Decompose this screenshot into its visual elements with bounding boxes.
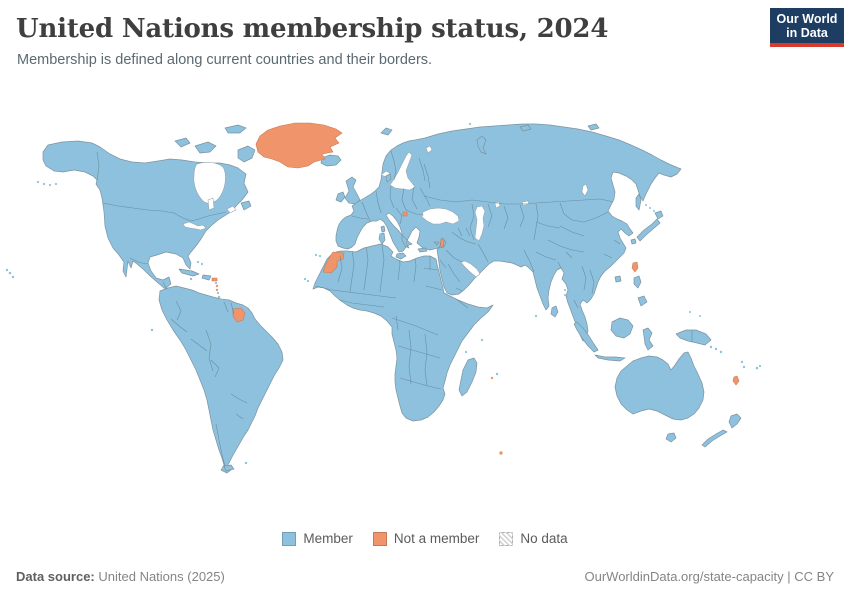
island-denmark <box>385 173 392 183</box>
small-island-dots <box>5 122 762 465</box>
island-cuba <box>178 268 200 277</box>
landmass-australia[interactable] <box>614 351 705 421</box>
region-guadeloupe[interactable] <box>215 284 219 288</box>
citation-link[interactable]: OurWorldinData.org/state-capacity | CC B… <box>584 569 834 584</box>
region-western-sahara[interactable] <box>322 251 345 274</box>
region-new-caledonia[interactable] <box>732 375 740 386</box>
not-a-member-label: Not a member <box>393 531 480 546</box>
white-sea <box>425 145 433 154</box>
island-crete <box>417 247 428 253</box>
not-a-member-swatch <box>372 531 387 546</box>
map-legend: Member Not a member No data <box>0 531 850 546</box>
island-sardinia <box>378 232 386 245</box>
member-landmasses[interactable] <box>42 123 705 474</box>
island-sicily <box>395 252 407 260</box>
region-kosovo[interactable] <box>402 211 408 217</box>
no-data-swatch <box>499 531 514 546</box>
landmass-africa[interactable] <box>312 243 494 422</box>
island-luzon <box>633 275 642 289</box>
island-kyushu <box>630 238 637 245</box>
owid-logo-line1: Our World <box>776 11 838 26</box>
island-tierra-del-fuego <box>223 464 235 472</box>
james-bay <box>207 197 215 211</box>
legend-item-member[interactable]: Member <box>282 531 353 546</box>
island-novaya-zemlya <box>476 135 487 155</box>
data-source-link[interactable]: United Nations (2025) <box>98 569 225 584</box>
landmass-south-america[interactable] <box>158 285 284 474</box>
page-subtitle: Membership is defined along current coun… <box>17 52 433 68</box>
black-sea <box>421 207 460 225</box>
region-french-southern-territories[interactable] <box>499 451 503 455</box>
region-taiwan[interactable] <box>631 261 639 273</box>
island-corsica <box>380 225 386 233</box>
region-puerto-rico[interactable] <box>211 277 218 282</box>
great-lakes <box>182 221 207 231</box>
island-tasmania <box>665 432 677 443</box>
no-data-label: No data <box>520 531 568 546</box>
island-sulawesi <box>642 327 654 351</box>
island-baffin <box>237 145 256 163</box>
island-madagascar <box>458 357 478 397</box>
footer: Data source: United Nations (2025) OurWo… <box>16 569 834 584</box>
region-reunion[interactable] <box>490 376 494 380</box>
member-label: Member <box>303 531 353 546</box>
persian-gulf <box>460 260 481 278</box>
lake-baikal <box>581 183 589 197</box>
island-victoria <box>194 141 217 154</box>
island-cyprus <box>433 241 440 246</box>
island-sakhalin <box>635 193 642 211</box>
gulf-st-lawrence <box>226 205 237 214</box>
island-sumatra <box>573 321 599 353</box>
island-hainan <box>614 275 622 283</box>
island-sri-lanka <box>550 305 559 318</box>
data-source: Data source: United Nations (2025) <box>16 569 225 584</box>
island-hispaniola <box>201 274 212 281</box>
legend-item-no-data[interactable]: No data <box>499 531 568 546</box>
baltic-sea <box>389 151 416 191</box>
lake-balkhash <box>521 200 530 206</box>
island-nz-north <box>728 413 742 429</box>
caspian-sea <box>474 205 486 242</box>
region-palestine[interactable] <box>440 238 445 248</box>
member-swatch <box>282 531 297 546</box>
owid-logo[interactable]: Our World in Data <box>770 8 844 47</box>
island-arctic-small <box>174 137 191 148</box>
island-nz-south <box>701 429 728 448</box>
island-mindanao <box>637 295 648 307</box>
island-honshu <box>636 218 661 242</box>
region-martinique[interactable] <box>215 288 219 292</box>
page-title: United Nations membership status, 2024 <box>16 14 609 44</box>
island-newfoundland <box>240 200 252 211</box>
island-java <box>594 354 626 362</box>
not-member-regions[interactable] <box>211 122 740 455</box>
member-islands[interactable] <box>5 122 762 472</box>
island-hokkaido <box>654 210 664 220</box>
island-borneo <box>610 317 634 339</box>
seas-and-lakes <box>182 145 589 278</box>
island-severnaya <box>519 124 532 132</box>
region-french-guiana[interactable] <box>232 307 246 323</box>
island-iceland <box>320 154 342 167</box>
island-ireland <box>335 191 346 203</box>
island-ellesmere <box>224 124 247 134</box>
owid-logo-line2: in Data <box>786 25 828 40</box>
island-new-guinea <box>675 329 712 346</box>
island-new-siberian <box>587 123 600 131</box>
legend-item-not-a-member[interactable]: Not a member <box>372 531 480 546</box>
region-greenland[interactable] <box>255 122 343 169</box>
island-great-britain <box>344 176 361 205</box>
data-source-label: Data source: <box>16 569 95 584</box>
